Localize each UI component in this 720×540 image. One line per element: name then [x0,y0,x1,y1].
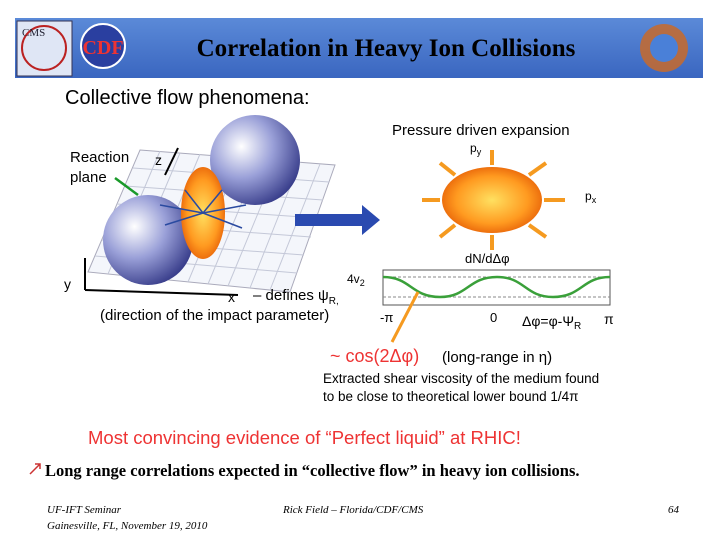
expansion-rays [422,150,565,250]
dphi-sub: R [574,321,581,332]
cdf-logo-text: CDF [82,37,123,59]
axis-label: z [155,152,162,168]
x-axis [84,289,239,296]
dn-label: dN/dΔφ [465,251,510,266]
footer-center: Rick Field – Florida/CDF/CMS [282,504,424,516]
reaction-label: Reaction [70,149,129,166]
long-range-label: (long-range in η) [442,349,552,366]
py-label: py [470,141,482,157]
px-text: p [585,189,592,203]
px-label: px [585,189,597,205]
axis-label: y [64,276,71,292]
viscosity-line: Extracted shear viscosity of the medium … [323,371,599,386]
nucleus-right [210,115,300,205]
header-bar [15,18,703,78]
defines-text: – defines ψ [253,287,329,304]
evidence-label: Most convincing evidence of “Perfect liq… [88,427,521,448]
tick-label: -π [380,310,393,325]
expansion-label: Pressure driven expansion [392,122,570,139]
axis-label: x [228,289,235,305]
slide-title: Correlation in Heavy Ion Collisions [197,35,576,62]
dphi-text: Δφ=φ-Ψ [522,313,574,329]
reaction-label: plane [70,169,107,186]
dphi-label: Δφ=φ-ΨR [522,313,581,332]
plot-box [382,269,611,306]
py-sub: y [477,147,482,157]
flow-arrows [159,189,247,229]
px-sub: x [592,195,597,205]
cms-logo-text: CMS [22,27,45,39]
figure-heading: Collective flow phenomena: [65,87,310,109]
z-axis [164,147,179,176]
bullet-icon [29,463,41,475]
v2-label: 4v2 [347,272,365,288]
callout-arrow [390,291,420,343]
reaction-arrow [114,176,139,197]
viscosity-line: to be close to theoretical lower bound 1… [323,389,578,404]
v2-text: 4v [347,272,360,286]
footer-left: Gainesville, FL, November 19, 2010 [47,520,208,532]
cdf-logo [80,23,126,69]
cms-logo [16,20,73,77]
tick-label: π [604,311,614,327]
v2-sub: 2 [360,278,365,288]
impact-label: (direction of the impact parameter) [100,307,329,324]
defines-label: – defines ψR, [253,287,339,307]
big-arrow [295,205,380,235]
expansion-ellipse [442,167,542,233]
defines-sub: R, [329,296,339,307]
right-logo-core [650,34,678,62]
py-text: p [470,141,477,155]
footer-left: UF-IFT Seminar [47,504,122,516]
cms-logo-ring [21,25,67,71]
cos-label: ~ cos(2Δφ) [330,346,419,366]
tick-label: 0 [490,310,497,325]
page-number: 64 [668,504,680,516]
cos-curve [382,275,611,299]
bullet-text: Long range correlations expected in “col… [45,461,580,480]
nucleus-left [103,195,193,285]
